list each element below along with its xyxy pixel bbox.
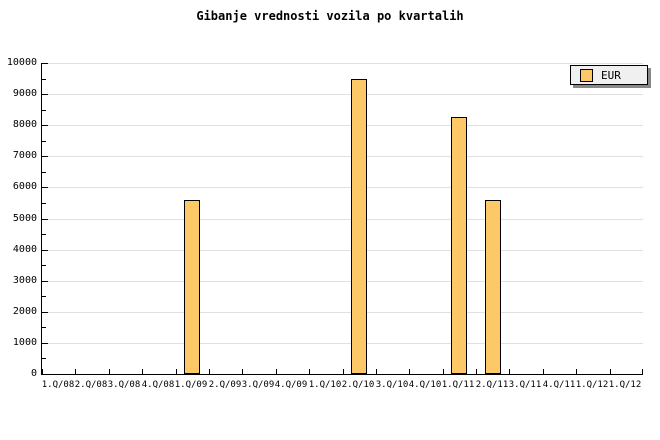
y-major-tick bbox=[42, 342, 48, 344]
x-axis-tick-label: 1.Q/09 bbox=[174, 380, 208, 390]
x-axis-tick-label: 4.Q/10 bbox=[408, 380, 442, 390]
x-axis-tick-label: 3.Q/09 bbox=[241, 380, 275, 390]
bar bbox=[351, 79, 367, 374]
gridline bbox=[42, 249, 643, 251]
y-major-tick bbox=[42, 280, 48, 282]
y-axis-tick-label: 6000 bbox=[12, 181, 37, 192]
chart-title: Gibanje vrednosti vozila po kvartalih bbox=[196, 9, 464, 23]
x-tick bbox=[509, 369, 510, 374]
gridline bbox=[42, 94, 643, 96]
x-tick bbox=[343, 369, 344, 374]
x-tick bbox=[109, 369, 110, 374]
y-minor-tick bbox=[42, 234, 46, 236]
x-axis-tick-label: 1.Q/12 bbox=[608, 380, 642, 390]
x-tick bbox=[409, 369, 410, 374]
gridline bbox=[42, 280, 643, 282]
legend: EUR bbox=[570, 65, 648, 85]
y-minor-tick bbox=[42, 202, 46, 204]
y-axis-tick-label: 7000 bbox=[12, 150, 37, 161]
x-tick bbox=[309, 369, 310, 374]
x-tick bbox=[209, 369, 210, 374]
x-axis-tick-label: 2.Q/09 bbox=[208, 380, 242, 390]
x-axis-tick-label: 1.Q/08 bbox=[41, 380, 75, 390]
gridline bbox=[42, 342, 643, 344]
y-axis-tick-label: 10000 bbox=[6, 57, 37, 68]
y-axis-tick-label: 4000 bbox=[12, 244, 37, 255]
y-minor-tick bbox=[42, 171, 46, 173]
x-axis-tick-label: 4.Q/11 bbox=[542, 380, 576, 390]
x-axis-tick-label: 1.Q/10 bbox=[308, 380, 342, 390]
x-tick bbox=[42, 369, 43, 374]
y-minor-tick bbox=[42, 358, 46, 360]
x-axis-tick-label: 1.Q/11 bbox=[441, 380, 475, 390]
x-axis-tick-label: 3.Q/10 bbox=[375, 380, 409, 390]
y-major-tick bbox=[42, 187, 48, 189]
legend-swatch-icon bbox=[580, 68, 593, 82]
bar bbox=[184, 200, 200, 374]
y-major-tick bbox=[42, 63, 48, 64]
x-tick bbox=[242, 369, 243, 374]
gridline bbox=[42, 311, 643, 313]
gridline bbox=[42, 63, 643, 64]
bar bbox=[485, 200, 501, 374]
x-tick bbox=[476, 369, 477, 374]
x-axis-tick-label: 4.Q/09 bbox=[274, 380, 308, 390]
y-minor-tick bbox=[42, 109, 46, 111]
y-major-tick bbox=[42, 249, 48, 251]
gridline bbox=[42, 187, 643, 189]
y-axis-tick-label: 8000 bbox=[12, 119, 37, 130]
y-axis-tick-label: 1000 bbox=[12, 337, 37, 348]
x-tick bbox=[142, 369, 143, 374]
gridline bbox=[42, 218, 643, 220]
y-minor-tick bbox=[42, 78, 46, 80]
y-axis-tick-label: 3000 bbox=[12, 275, 37, 286]
gridline bbox=[42, 156, 643, 158]
gridline bbox=[42, 125, 643, 127]
x-axis-tick-label: 2.Q/10 bbox=[341, 380, 375, 390]
x-tick bbox=[610, 369, 611, 374]
x-axis-tick-label: 1.Q/12 bbox=[575, 380, 609, 390]
plot-area bbox=[41, 63, 643, 375]
x-tick bbox=[276, 369, 277, 374]
y-major-tick bbox=[42, 156, 48, 158]
y-major-tick bbox=[42, 94, 48, 96]
x-tick bbox=[543, 369, 544, 374]
x-tick bbox=[642, 369, 643, 374]
y-major-tick bbox=[42, 311, 48, 313]
y-minor-tick bbox=[42, 140, 46, 142]
x-axis-tick-label: 3.Q/08 bbox=[107, 380, 141, 390]
y-major-tick bbox=[42, 125, 48, 127]
y-minor-tick bbox=[42, 327, 46, 329]
x-tick bbox=[376, 369, 377, 374]
y-axis-tick-label: 0 bbox=[30, 368, 37, 379]
x-axis-tick-label: 3.Q/11 bbox=[508, 380, 542, 390]
x-tick bbox=[576, 369, 577, 374]
y-axis-tick-label: 9000 bbox=[12, 88, 37, 99]
y-axis-tick-label: 5000 bbox=[12, 213, 37, 224]
y-minor-tick bbox=[42, 296, 46, 298]
x-tick bbox=[75, 369, 76, 374]
x-axis-tick-label: 4.Q/08 bbox=[141, 380, 175, 390]
x-tick bbox=[443, 369, 444, 374]
y-minor-tick bbox=[42, 265, 46, 267]
x-axis-tick-label: 2.Q/08 bbox=[74, 380, 108, 390]
x-tick bbox=[176, 369, 177, 374]
y-major-tick bbox=[42, 218, 48, 220]
legend-label: EUR bbox=[601, 68, 621, 82]
y-axis-tick-label: 2000 bbox=[12, 306, 37, 317]
bar bbox=[451, 117, 467, 374]
x-axis-tick-label: 2.Q/11 bbox=[475, 380, 509, 390]
